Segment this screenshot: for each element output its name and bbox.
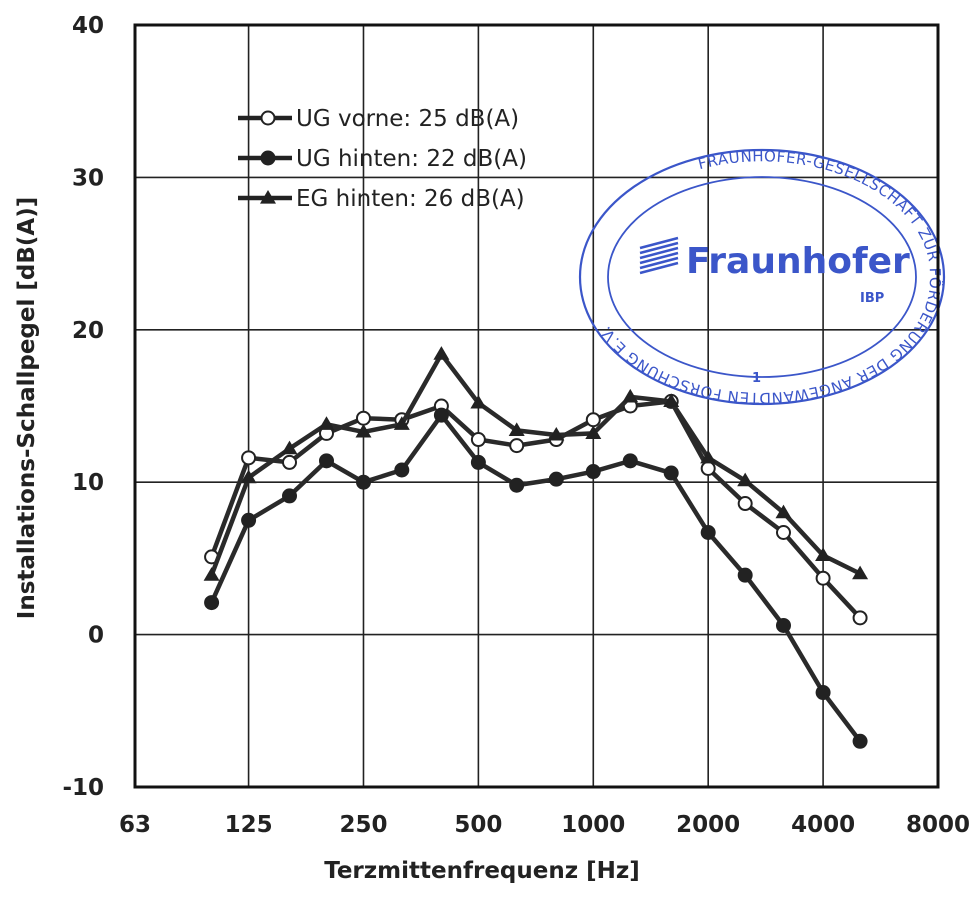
data-point xyxy=(282,454,298,470)
fraunhofer-logo-icon xyxy=(639,236,679,275)
data-point xyxy=(355,410,371,426)
legend: UG vorne: 25 dB(A) UG hinten: 22 dB(A) EG … xyxy=(238,106,527,212)
y-tick-label: 40 xyxy=(72,13,104,39)
x-axis-label: Terzmittenfrequenz [Hz] xyxy=(324,858,640,884)
data-point xyxy=(663,393,680,408)
data-point xyxy=(737,496,753,512)
x-tick-label: 63 xyxy=(119,812,151,838)
data-point xyxy=(509,477,525,493)
data-point xyxy=(852,610,868,626)
data-point xyxy=(470,432,486,448)
data-point xyxy=(509,438,525,454)
legend-marker xyxy=(260,110,276,126)
data-point xyxy=(585,425,602,440)
y-tick-label: -10 xyxy=(62,775,104,801)
plot-frame xyxy=(133,23,940,789)
data-point xyxy=(508,422,525,436)
grid xyxy=(135,25,938,787)
y-tick-label: 20 xyxy=(72,318,104,344)
data-point xyxy=(775,617,791,633)
data-point xyxy=(622,453,638,469)
series-layer xyxy=(203,346,869,749)
data-point xyxy=(240,469,257,484)
data-point xyxy=(204,595,220,611)
fraunhofer-stamp: FRAUNHOFER-GESELLSCHAFT ZUR FÖRDERUNG DE… xyxy=(578,147,946,407)
data-point xyxy=(394,462,410,478)
data-point xyxy=(433,346,450,360)
series-line xyxy=(209,412,862,743)
y-tick-label: 0 xyxy=(88,623,104,649)
legend-item: UG vorne: 25 dB(A) xyxy=(238,106,519,132)
tick-labels: -10 0 10 20 30 40 63 125 250 500 1000 2000 4000 8000 xyxy=(62,13,970,838)
plot-border xyxy=(133,23,940,789)
y-axis-label: Installations-Schallpegel [dB(A)] xyxy=(14,197,40,619)
data-point xyxy=(585,412,601,428)
data-point xyxy=(433,407,449,423)
stamp-brand-text: Fraunhofer xyxy=(686,241,910,282)
data-point xyxy=(663,465,679,481)
legend-marker xyxy=(260,190,276,204)
data-point xyxy=(548,471,564,487)
legend-item: EG hinten: 26 dB(A) xyxy=(238,186,525,212)
data-point xyxy=(700,449,717,464)
legend-label: UG vorne: 25 dB(A) xyxy=(296,106,519,132)
data-point xyxy=(622,388,639,403)
x-tick-label: 500 xyxy=(454,812,502,838)
series-eg-hinten xyxy=(203,346,869,581)
x-tick-label: 125 xyxy=(225,812,273,838)
data-point xyxy=(281,440,298,455)
data-point xyxy=(393,416,410,430)
legend-marker xyxy=(260,150,276,166)
series-ug-vorne xyxy=(204,393,868,626)
data-point xyxy=(241,450,257,466)
data-point xyxy=(815,570,831,586)
data-point xyxy=(815,547,832,561)
data-point xyxy=(470,454,486,470)
data-point xyxy=(737,567,753,583)
data-point xyxy=(852,565,869,580)
stamp-institute-text: IBP xyxy=(860,291,884,306)
data-point xyxy=(700,524,716,540)
legend-label: EG hinten: 26 dB(A) xyxy=(296,186,525,212)
data-point xyxy=(775,524,791,540)
data-point xyxy=(470,394,487,409)
series-line xyxy=(209,399,862,620)
data-point xyxy=(318,453,334,469)
stamp-number-text: 1 xyxy=(752,371,761,386)
data-point xyxy=(355,474,371,490)
y-tick-label: 10 xyxy=(72,470,104,496)
stamp-inner-ring xyxy=(607,176,917,378)
data-point xyxy=(585,464,601,480)
data-point xyxy=(775,504,792,519)
x-tick-label: 8000 xyxy=(906,812,970,838)
series-line xyxy=(209,351,862,576)
stamp-outer-ring xyxy=(578,148,946,406)
data-point xyxy=(355,423,372,438)
data-point xyxy=(700,460,716,476)
legend-label: UG hinten: 22 dB(A) xyxy=(296,146,527,172)
data-point xyxy=(241,512,257,528)
data-point xyxy=(815,685,831,701)
data-point xyxy=(737,472,754,487)
data-point xyxy=(318,416,335,430)
legend-item: UG hinten: 22 dB(A) xyxy=(238,146,527,172)
y-tick-label: 30 xyxy=(72,165,104,191)
data-point xyxy=(548,426,565,441)
data-point xyxy=(203,567,220,581)
series-ug-hinten xyxy=(204,407,868,749)
data-point xyxy=(852,733,868,749)
x-tick-label: 1000 xyxy=(561,812,625,838)
data-point xyxy=(282,488,298,504)
x-tick-label: 250 xyxy=(339,812,387,838)
x-tick-label: 2000 xyxy=(676,812,740,838)
x-tick-label: 4000 xyxy=(791,812,855,838)
